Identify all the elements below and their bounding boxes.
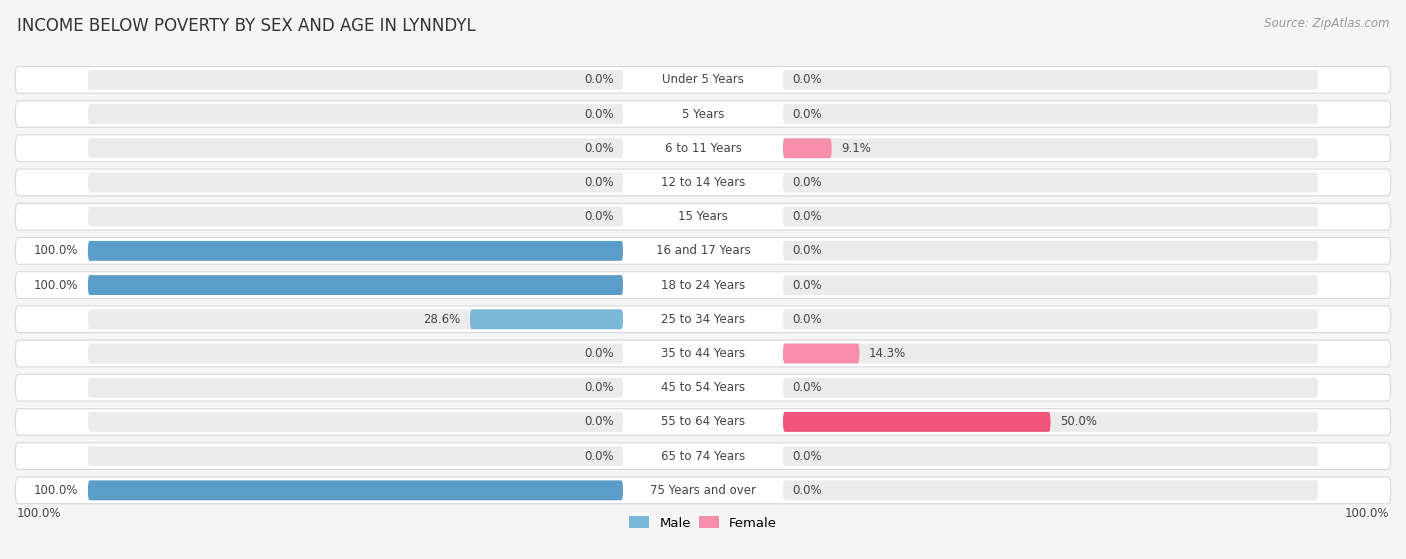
FancyBboxPatch shape <box>783 480 1319 500</box>
FancyBboxPatch shape <box>87 275 623 295</box>
FancyBboxPatch shape <box>87 70 623 90</box>
FancyBboxPatch shape <box>783 344 1319 363</box>
Text: 14.3%: 14.3% <box>869 347 905 360</box>
Text: 0.0%: 0.0% <box>583 142 614 155</box>
Text: INCOME BELOW POVERTY BY SEX AND AGE IN LYNNDYL: INCOME BELOW POVERTY BY SEX AND AGE IN L… <box>17 17 475 35</box>
Text: 0.0%: 0.0% <box>792 73 823 86</box>
FancyBboxPatch shape <box>15 306 1391 333</box>
Text: Under 5 Years: Under 5 Years <box>662 73 744 86</box>
Text: 0.0%: 0.0% <box>792 449 823 463</box>
Text: 0.0%: 0.0% <box>792 210 823 223</box>
FancyBboxPatch shape <box>15 477 1391 504</box>
Text: 45 to 54 Years: 45 to 54 Years <box>661 381 745 394</box>
Text: 0.0%: 0.0% <box>792 484 823 497</box>
Text: 18 to 24 Years: 18 to 24 Years <box>661 278 745 292</box>
Text: 55 to 64 Years: 55 to 64 Years <box>661 415 745 428</box>
FancyBboxPatch shape <box>783 70 1319 90</box>
FancyBboxPatch shape <box>15 340 1391 367</box>
FancyBboxPatch shape <box>87 309 623 329</box>
Text: 35 to 44 Years: 35 to 44 Years <box>661 347 745 360</box>
FancyBboxPatch shape <box>15 443 1391 470</box>
FancyBboxPatch shape <box>783 412 1050 432</box>
Text: 0.0%: 0.0% <box>583 449 614 463</box>
FancyBboxPatch shape <box>783 309 1319 329</box>
FancyBboxPatch shape <box>15 169 1391 196</box>
Text: 100.0%: 100.0% <box>34 484 79 497</box>
FancyBboxPatch shape <box>470 309 623 329</box>
Text: 0.0%: 0.0% <box>583 210 614 223</box>
FancyBboxPatch shape <box>15 272 1391 299</box>
FancyBboxPatch shape <box>87 173 623 192</box>
FancyBboxPatch shape <box>15 101 1391 127</box>
FancyBboxPatch shape <box>783 173 1319 192</box>
Text: 6 to 11 Years: 6 to 11 Years <box>665 142 741 155</box>
Text: 9.1%: 9.1% <box>841 142 870 155</box>
FancyBboxPatch shape <box>15 375 1391 401</box>
Text: 50.0%: 50.0% <box>1060 415 1097 428</box>
FancyBboxPatch shape <box>87 241 623 261</box>
Text: 0.0%: 0.0% <box>583 347 614 360</box>
Text: 28.6%: 28.6% <box>423 313 461 326</box>
Text: 100.0%: 100.0% <box>34 244 79 257</box>
FancyBboxPatch shape <box>87 480 623 500</box>
Text: 25 to 34 Years: 25 to 34 Years <box>661 313 745 326</box>
FancyBboxPatch shape <box>87 207 623 226</box>
FancyBboxPatch shape <box>783 344 859 363</box>
Text: 0.0%: 0.0% <box>583 73 614 86</box>
FancyBboxPatch shape <box>87 480 623 500</box>
Text: 0.0%: 0.0% <box>583 381 614 394</box>
FancyBboxPatch shape <box>87 378 623 397</box>
FancyBboxPatch shape <box>87 344 623 363</box>
Text: 5 Years: 5 Years <box>682 107 724 121</box>
FancyBboxPatch shape <box>87 275 623 295</box>
Text: 15 Years: 15 Years <box>678 210 728 223</box>
FancyBboxPatch shape <box>783 275 1319 295</box>
FancyBboxPatch shape <box>87 446 623 466</box>
Text: 0.0%: 0.0% <box>792 313 823 326</box>
FancyBboxPatch shape <box>15 203 1391 230</box>
FancyBboxPatch shape <box>783 241 1319 261</box>
Text: 0.0%: 0.0% <box>792 244 823 257</box>
FancyBboxPatch shape <box>15 238 1391 264</box>
Text: 0.0%: 0.0% <box>792 107 823 121</box>
FancyBboxPatch shape <box>783 138 1319 158</box>
Text: 65 to 74 Years: 65 to 74 Years <box>661 449 745 463</box>
Text: 100.0%: 100.0% <box>1344 507 1389 520</box>
Text: 0.0%: 0.0% <box>583 107 614 121</box>
FancyBboxPatch shape <box>783 104 1319 124</box>
FancyBboxPatch shape <box>15 67 1391 93</box>
FancyBboxPatch shape <box>15 409 1391 435</box>
FancyBboxPatch shape <box>87 241 623 261</box>
FancyBboxPatch shape <box>87 104 623 124</box>
FancyBboxPatch shape <box>783 378 1319 397</box>
Text: 0.0%: 0.0% <box>792 381 823 394</box>
Text: 12 to 14 Years: 12 to 14 Years <box>661 176 745 189</box>
FancyBboxPatch shape <box>783 138 832 158</box>
Text: 100.0%: 100.0% <box>34 278 79 292</box>
FancyBboxPatch shape <box>783 412 1319 432</box>
Text: 100.0%: 100.0% <box>17 507 62 520</box>
Text: 0.0%: 0.0% <box>792 278 823 292</box>
Text: 16 and 17 Years: 16 and 17 Years <box>655 244 751 257</box>
Text: 0.0%: 0.0% <box>792 176 823 189</box>
FancyBboxPatch shape <box>783 446 1319 466</box>
Text: 75 Years and over: 75 Years and over <box>650 484 756 497</box>
FancyBboxPatch shape <box>87 412 623 432</box>
FancyBboxPatch shape <box>15 135 1391 162</box>
Text: 0.0%: 0.0% <box>583 176 614 189</box>
Text: 0.0%: 0.0% <box>583 415 614 428</box>
FancyBboxPatch shape <box>783 207 1319 226</box>
Legend: Male, Female: Male, Female <box>624 511 782 535</box>
FancyBboxPatch shape <box>87 138 623 158</box>
Text: Source: ZipAtlas.com: Source: ZipAtlas.com <box>1264 17 1389 30</box>
